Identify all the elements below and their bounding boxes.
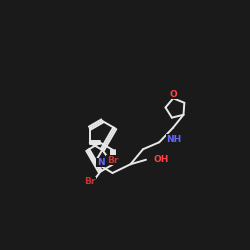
Text: NH: NH — [166, 135, 182, 144]
Text: O: O — [170, 90, 177, 99]
Text: Br: Br — [84, 177, 96, 186]
Text: Br: Br — [107, 156, 118, 164]
Text: OH: OH — [154, 155, 170, 164]
Text: N: N — [97, 158, 104, 167]
